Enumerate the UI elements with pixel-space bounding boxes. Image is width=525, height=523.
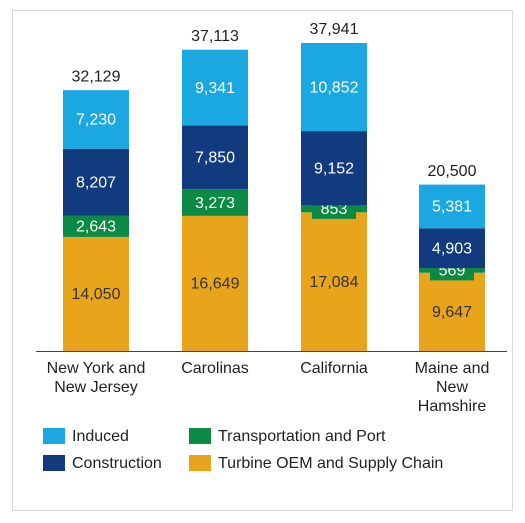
value-label: 7,850: [195, 150, 235, 167]
value-label: 2,643: [76, 218, 116, 235]
value-label: 17,084: [310, 274, 359, 291]
legend-label: Transportation and Port: [218, 428, 386, 445]
bar-segment: [63, 236, 129, 351]
bar-segment: [182, 215, 248, 351]
total-label: 32,129: [72, 68, 121, 85]
x-tick-label: Maine and New Hamshire: [414, 360, 490, 415]
legend-swatch: [189, 428, 211, 444]
value-label: 9,341: [195, 80, 235, 97]
total-label: 37,113: [191, 28, 239, 45]
legend-label: Turbine OEM and Supply Chain: [218, 455, 443, 472]
x-tick-label: California: [300, 360, 368, 377]
value-label: 9,647: [432, 304, 472, 321]
legend-swatch: [43, 428, 65, 444]
value-label: 5,381: [432, 199, 472, 216]
bar-segment: [419, 272, 485, 351]
label-box: [193, 192, 237, 213]
bar-segment: [301, 212, 367, 351]
value-label: 9,152: [314, 160, 354, 177]
value-label: 8,207: [76, 174, 116, 191]
legend-swatch: [43, 455, 65, 471]
bar-segment: [182, 125, 248, 190]
bar-segment: [63, 90, 129, 149]
bar-segment: [301, 131, 367, 206]
legend-swatch: [189, 455, 211, 471]
value-label: 4,903: [432, 240, 472, 257]
bar-segment: [419, 228, 485, 269]
value-label: 10,852: [310, 79, 359, 96]
total-label: 20,500: [428, 163, 477, 180]
bar-segment: [182, 49, 248, 126]
bar-segment: [419, 184, 485, 229]
value-label: 16,649: [191, 276, 240, 293]
value-label: 14,050: [72, 286, 121, 303]
frame: [12, 10, 513, 511]
bar-segment: [301, 43, 367, 132]
legend-label: Construction: [72, 455, 162, 472]
total-label: 37,941: [310, 21, 359, 38]
legend-label: Induced: [72, 428, 129, 445]
bar-segment: [63, 148, 129, 216]
label-box: [74, 216, 118, 237]
x-tick-label: New York and New Jersey: [46, 360, 146, 396]
value-label: 3,273: [195, 195, 235, 212]
x-tick-label: Carolinas: [181, 360, 249, 377]
value-label: 7,230: [76, 112, 116, 129]
